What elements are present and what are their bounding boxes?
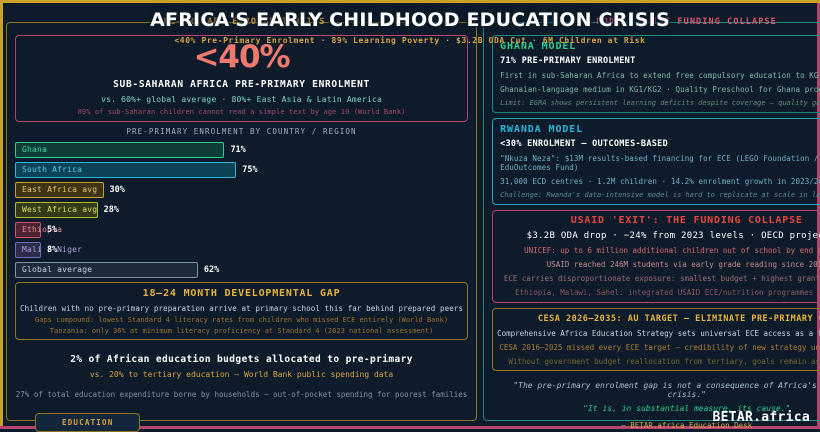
- usaid-funding-collapse-box: USAID 'EXIT': THE FUNDING COLLAPSE $3.2B…: [492, 210, 820, 303]
- chart-title: PRE-PRIMARY ENROLMENT BY COUNTRY / REGIO…: [126, 127, 357, 136]
- right-panel-models-funding: MODELS & THE FUNDING COLLAPSE GHANA MODE…: [483, 17, 820, 430]
- bar-value: 62%: [203, 264, 220, 275]
- frame-bottom-border: [0, 426, 820, 429]
- cesa-line-3: Without government budget reallocation f…: [508, 357, 820, 366]
- bar-south-africa: South Africa: [15, 161, 237, 178]
- budget-household-note: 27% of total education expenditure borne…: [15, 390, 468, 399]
- quote-line-1: "The pre-primary enrolment gap is not a …: [513, 381, 820, 399]
- ghana-card-title: GHANA MODEL: [500, 41, 577, 52]
- bar-row: Mali / Niger 8%: [15, 241, 468, 258]
- rwanda-card-line-1: "Nkuza Neza": $13M results-based financi…: [500, 154, 819, 172]
- hero-comparison: vs. 60%+ global average · 80%+ East Asia…: [101, 95, 382, 104]
- bar-label: Ghana: [22, 145, 48, 154]
- bar-value: 5%: [47, 224, 58, 235]
- rwanda-card-title: RWANDA MODEL: [500, 124, 584, 135]
- usaid-stat: $3.2B ODA drop · −24% from 2023 levels ·…: [526, 231, 820, 241]
- bar-mali-niger: Mali / Niger: [15, 241, 82, 258]
- left-panel-header: PRE-PRIMARY ENROLMENT RATES: [157, 17, 326, 27]
- gap-title: 18–24 MONTH DEVELOPMENTAL GAP: [142, 288, 341, 299]
- rwanda-card-limit: Challenge: Rwanda's data-intensive model…: [500, 191, 820, 199]
- hero-label: SUB-SAHARAN AFRICA PRE-PRIMARY ENROLMENT: [113, 79, 370, 90]
- brand-logo: BETAR.africa: [712, 410, 810, 425]
- rwanda-card-line-2: 31,000 ECD centres · 1.2M children · 14.…: [500, 177, 820, 186]
- bar-label: West Africa avg: [22, 205, 98, 214]
- bar-label: East Africa avg: [22, 185, 98, 194]
- subtitle-stats-strip: <40% Pre-Primary Enrolment · 89% Learnin…: [174, 36, 646, 45]
- usaid-line-3: ECE carries disproportionate exposure: s…: [503, 274, 820, 283]
- bar-value: 75%: [242, 164, 258, 175]
- bar-ethiopia: Ethiopia: [15, 221, 62, 238]
- bar-global-average: Global average: [15, 261, 198, 278]
- gap-description: Children with no pre-primary preparation…: [20, 304, 464, 313]
- frame-left-border: [0, 3, 3, 426]
- bar-label: Mali / Niger: [22, 245, 83, 254]
- bar-row: South Africa 75%: [15, 161, 468, 178]
- budget-allocation-block: 2% of African education budgets allocate…: [15, 354, 468, 399]
- two-column-layout: PRE-PRIMARY ENROLMENT RATES <40% SUB-SAH…: [6, 17, 820, 432]
- bar-label: South Africa: [22, 165, 83, 174]
- bar-row: Ethiopia 5%: [15, 221, 468, 238]
- ghana-card-limit: Limit: EGRA shows persistent learning de…: [500, 99, 820, 107]
- usaid-line-4: Ethiopia, Malawi, Sahel: integrated USAI…: [515, 288, 820, 297]
- cesa-line-2: CESA 2016–2025 missed every ECE target —…: [499, 343, 820, 352]
- bar-value: 28%: [103, 204, 119, 215]
- frame-top-border: [0, 0, 820, 3]
- enrolment-bar-chart: Ghana 71% South Africa 75% East Africa avg 30…: [15, 141, 468, 278]
- bar-label: Ethiopia: [22, 225, 63, 234]
- bar-label: Global average: [22, 265, 93, 274]
- bar-row: Global average 62%: [15, 261, 468, 278]
- cesa-title: CESA 2026–2035: AU TARGET — ELIMINATE PR…: [537, 314, 820, 324]
- editorial-quote-block: "The pre-primary enrolment gap is not a …: [492, 381, 820, 430]
- hero-statistic-box: <40% SUB-SAHARAN AFRICA PRE-PRIMARY ENRO…: [15, 35, 469, 122]
- cesa-target-box: CESA 2026–2035: AU TARGET — ELIMINATE PR…: [492, 308, 820, 371]
- rwanda-card-stat: <30% ENROLMENT — OUTCOMES-BASED: [500, 139, 669, 149]
- bar-value: 71%: [230, 144, 246, 155]
- bar-west-africa-avg: West Africa avg: [15, 201, 98, 218]
- bar-east-africa-avg: East Africa avg: [15, 181, 104, 198]
- cesa-line-1: Comprehensive Africa Education Strategy …: [497, 329, 820, 338]
- bar-row: East Africa avg 30%: [15, 181, 468, 198]
- budget-headline: 2% of African education budgets allocate…: [70, 354, 413, 365]
- usaid-title: USAID 'EXIT': THE FUNDING COLLAPSE: [570, 215, 803, 226]
- usaid-line-1: UNICEF: up to 6 million additional child…: [524, 246, 820, 255]
- bar-value: 8%: [47, 244, 58, 255]
- hero-number: <40%: [193, 39, 290, 75]
- usaid-line-2: USAID reached 246M students via early gr…: [546, 260, 820, 269]
- frame-right-border: [817, 3, 820, 426]
- ghana-card-stat: 71% PRE-PRIMARY ENROLMENT: [500, 56, 636, 66]
- left-panel-enrolment-rates: PRE-PRIMARY ENROLMENT RATES <40% SUB-SAH…: [6, 17, 478, 432]
- bar-row: West Africa avg 28%: [15, 201, 468, 218]
- ghana-card-line-2: Ghanaian-language medium in KG1/KG2 · Qu…: [500, 85, 820, 94]
- quote-source: — BETAR.africa Education Desk: [621, 421, 753, 430]
- page-title: AFRICA'S EARLY CHILDHOOD EDUCATION CRISI…: [150, 9, 670, 31]
- ghana-model-card: GHANA MODEL 71% PRE-PRIMARY ENROLMENT Fi…: [492, 35, 820, 113]
- ghana-card-line-1: First in sub-Saharan Africa to extend fr…: [500, 71, 819, 80]
- hero-footnote: 89% of sub-Saharan children cannot read …: [77, 108, 406, 116]
- rwanda-model-card: RWANDA MODEL <30% ENROLMENT — OUTCOMES-B…: [492, 118, 820, 205]
- bar-ghana: Ghana: [15, 141, 225, 158]
- quote-line-2: "It is, in substantial measure, its caus…: [583, 404, 791, 413]
- budget-comparison: vs. 20% to tertiary education — World Ba…: [89, 370, 394, 379]
- gap-note-1: Gaps compound: lowest Standard 4 literac…: [35, 316, 449, 324]
- bar-value: 30%: [109, 184, 125, 195]
- gap-note-2: Tanzania: only 36% at minimum literacy p…: [49, 327, 434, 335]
- right-panel-header: MODELS & THE FUNDING COLLAPSE: [596, 17, 777, 27]
- category-tag-education[interactable]: EDUCATION: [35, 413, 141, 432]
- developmental-gap-box: 18–24 MONTH DEVELOPMENTAL GAP Children w…: [15, 282, 469, 340]
- bar-row: Ghana 71%: [15, 141, 468, 158]
